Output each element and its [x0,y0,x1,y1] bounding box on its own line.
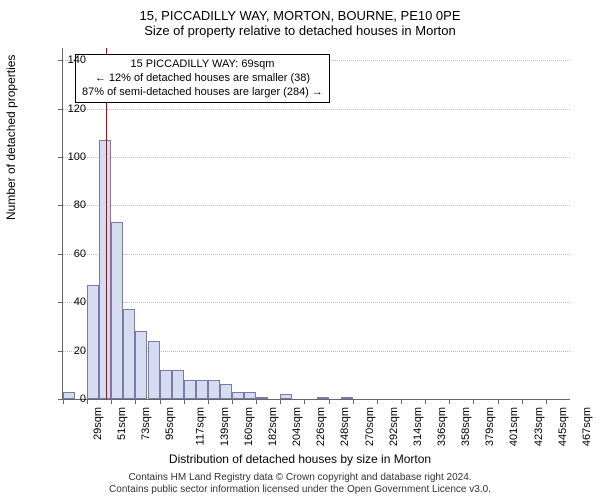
xtick-label: 51sqm [116,407,128,440]
xtick-mark [208,399,209,404]
ytick-label: 20 [46,345,86,357]
xtick-label: 226sqm [315,407,327,446]
footer-line2: Contains public sector information licen… [0,484,600,496]
xtick-label: 139sqm [219,407,231,446]
ytick-label: 60 [46,248,86,260]
gridline [63,109,570,110]
histogram-chart: 15, PICCADILLY WAY, MORTON, BOURNE, PE10… [0,0,600,500]
xtick-mark [449,399,450,404]
xtick-label: 336sqm [436,407,448,446]
xtick-label: 292sqm [388,407,400,446]
footer-line1: Contains HM Land Registry data © Crown c… [0,472,600,484]
histogram-bar [341,397,353,399]
xtick-label: 379sqm [484,407,496,446]
xtick-mark [135,399,136,404]
histogram-bar [208,380,220,399]
histogram-bar [135,331,147,399]
histogram-bar [232,392,244,399]
xtick-label: 29sqm [92,407,104,440]
xtick-label: 314sqm [412,407,424,446]
xtick-label: 182sqm [267,407,279,446]
xtick-label: 160sqm [243,407,255,446]
xtick-mark [232,399,233,404]
xtick-mark [522,399,523,404]
histogram-bar [160,370,172,399]
histogram-bar [317,397,329,399]
xtick-label: 358sqm [460,407,472,446]
annotation-line1: 15 PICCADILLY WAY: 69sqm [82,58,323,72]
ytick-label: 40 [46,296,86,308]
xtick-mark [377,399,378,404]
chart-footer: Contains HM Land Registry data © Crown c… [0,472,600,496]
gridline [63,157,570,158]
xtick-mark [304,399,305,404]
xtick-mark [256,399,257,404]
xtick-mark [546,399,547,404]
xtick-label: 467sqm [581,407,593,446]
y-axis-title: Number of detached properties [4,55,18,220]
xtick-mark [498,399,499,404]
histogram-bar [196,380,208,399]
xtick-label: 204sqm [291,407,303,446]
xtick-mark [473,399,474,404]
histogram-bar [172,370,184,399]
histogram-bar [123,309,135,399]
xtick-label: 445sqm [557,407,569,446]
xtick-mark [401,399,402,404]
chart-title-main: 15, PICCADILLY WAY, MORTON, BOURNE, PE10… [0,0,600,23]
histogram-bar [184,380,196,399]
histogram-bar [148,341,160,399]
ytick-label: 0 [46,393,86,405]
annotation-line3: 87% of semi-detached houses are larger (… [82,86,323,100]
chart-title-sub: Size of property relative to detached ho… [0,23,600,40]
xtick-label: 248sqm [340,407,352,446]
ytick-label: 140 [46,54,86,66]
xtick-mark [280,399,281,404]
xtick-label: 73sqm [140,407,152,440]
xtick-label: 95sqm [164,407,176,440]
histogram-bar [99,140,111,399]
xtick-mark [87,399,88,404]
gridline [63,254,570,255]
xtick-mark [111,399,112,404]
ytick-label: 120 [46,103,86,115]
xtick-label: 401sqm [509,407,521,446]
gridline [63,205,570,206]
ytick-label: 80 [46,199,86,211]
xtick-mark [353,399,354,404]
histogram-bar [280,394,292,399]
histogram-bar [244,392,256,399]
histogram-bar [111,222,123,399]
xtick-mark [329,399,330,404]
xtick-mark [184,399,185,404]
histogram-bar [256,397,268,399]
ytick-label: 100 [46,151,86,163]
gridline [63,302,570,303]
xtick-label: 270sqm [364,407,376,446]
x-axis-title: Distribution of detached houses by size … [0,452,600,466]
plot-area: 15 PICCADILLY WAY: 69sqm ← 12% of detach… [62,48,570,400]
xtick-mark [160,399,161,404]
xtick-label: 117sqm [194,407,206,445]
annotation-line2: ← 12% of detached houses are smaller (38… [82,72,323,86]
xtick-mark [425,399,426,404]
annotation-box: 15 PICCADILLY WAY: 69sqm ← 12% of detach… [75,54,330,103]
histogram-bar [87,285,99,399]
xtick-label: 423sqm [533,407,545,446]
histogram-bar [220,384,232,399]
